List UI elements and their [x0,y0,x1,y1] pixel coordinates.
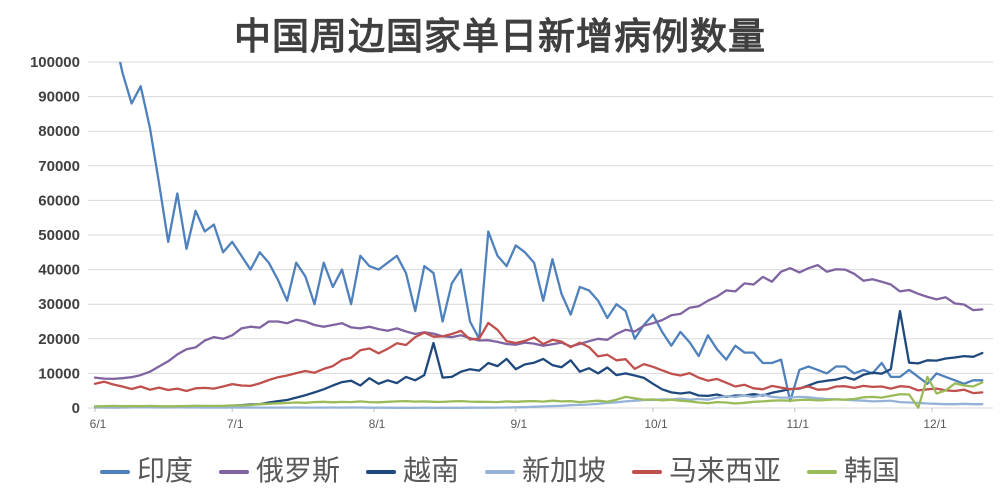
x-tick-label-8/1: 8/1 [369,417,386,431]
legend-swatch-malaysia [632,470,663,474]
y-tick-label-60000: 60000 [38,192,80,209]
legend-label-russia: 俄罗斯 [255,456,340,487]
legend-label-singapore: 新加坡 [522,456,607,487]
series-line-russia [93,263,984,381]
chart-title: 中国周边国家单日新增病例数量 [234,17,766,58]
legend: 印度 俄罗斯 越南 新加坡 马来西亚 韩国 [0,449,1000,495]
y-tick-label-90000: 90000 [38,89,80,106]
y-tick-label-80000: 80000 [38,123,80,140]
legend-label-south-korea: 韩国 [844,456,901,487]
y-tick-label-0: 0 [72,400,80,417]
x-tick-label-12/1: 12/1 [923,417,947,431]
legend-item-russia: 俄罗斯 [218,456,340,487]
y-tick-label-50000: 50000 [38,227,80,244]
legend-item-malaysia: 马来西亚 [632,458,781,486]
series-line-malaysia [93,321,984,395]
plot-area: 0 10000 20000 30000 40000 50000 60000 70000 8000… [30,54,993,431]
series-line-vietnam [93,309,984,409]
y-tick-label-100000: 100000 [30,54,80,71]
legend-label-india: 印度 [136,456,193,487]
legend-swatch-russia [218,470,249,474]
y-tick-label-30000: 30000 [38,296,80,313]
legend-swatch-india [99,470,130,474]
legend-item-vietnam: 越南 [365,456,459,487]
x-tick-label-9/1: 9/1 [510,417,527,431]
x-tick-label-6/1: 6/1 [90,417,107,431]
legend-item-singapore: 新加坡 [485,458,606,486]
legend-swatch-south-korea [807,470,838,474]
y-tick-label-10000: 10000 [38,365,80,382]
legend-label-malaysia: 马来西亚 [669,456,782,487]
y-tick-label-40000: 40000 [38,262,80,279]
legend-label-vietnam: 越南 [402,456,459,487]
x-tick-label-10/1: 10/1 [644,417,668,431]
x-tick-label-7/1: 7/1 [227,417,244,431]
y-tick-label-20000: 20000 [38,331,80,348]
series-line-india [118,62,984,403]
y-tick-label-70000: 70000 [38,158,80,175]
x-tick-label-11/1: 11/1 [787,417,810,431]
series-line-south-korea [93,375,984,409]
legend-item-south-korea: 韩国 [807,458,900,486]
legend-swatch-vietnam [365,470,396,474]
legend-item-india: 印度 [99,456,193,487]
legend-swatch-singapore [485,470,515,474]
